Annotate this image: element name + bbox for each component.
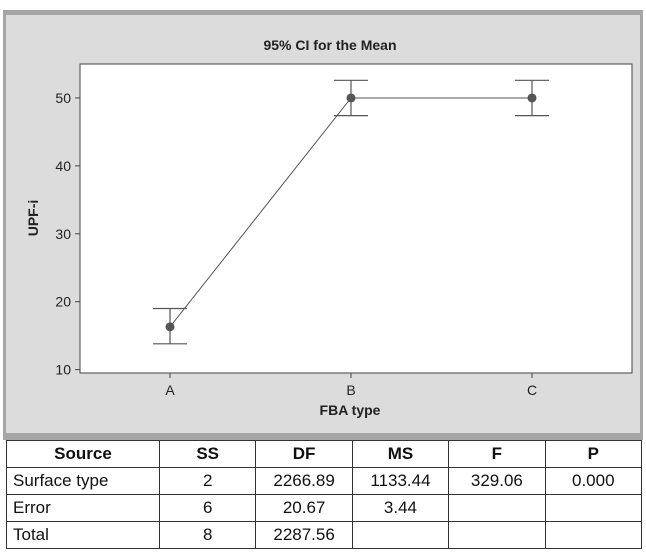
y-tick-label: 50 xyxy=(55,90,71,106)
cell-p xyxy=(544,494,643,522)
header-ms: MS xyxy=(351,440,450,468)
header-df: DF xyxy=(255,440,353,468)
mean-point xyxy=(346,93,356,103)
mean-point xyxy=(527,93,537,103)
y-tick-label: 20 xyxy=(55,294,71,310)
x-axis: A B C xyxy=(165,373,537,398)
cell-ms xyxy=(351,521,450,549)
cell-f xyxy=(448,494,546,522)
table-row: Error 6 20.67 3.44 xyxy=(6,494,643,522)
y-axis-label: UPF-i xyxy=(25,200,41,237)
mean-point xyxy=(165,322,175,332)
cell-source: Total xyxy=(6,521,160,549)
cell-ss: 8 xyxy=(158,521,257,549)
y-axis: 10 20 30 40 50 xyxy=(55,90,80,378)
header-p: P xyxy=(544,440,643,468)
cell-df: 2287.56 xyxy=(255,521,353,549)
y-tick-label: 10 xyxy=(55,362,71,378)
table-row: Surface type 2 2266.89 1133.44 329.06 0.… xyxy=(6,467,643,495)
y-tick-label: 40 xyxy=(55,158,71,174)
cell-ss: 2 xyxy=(158,467,257,495)
chart-title: 95% CI for the Mean xyxy=(263,37,396,53)
x-tick-label: C xyxy=(527,382,537,398)
cell-df: 20.67 xyxy=(255,494,353,522)
cell-p: 0.000 xyxy=(544,467,643,495)
x-tick-label: B xyxy=(346,382,355,398)
header-ss: SS xyxy=(158,440,257,468)
cell-df: 2266.89 xyxy=(255,467,353,495)
plot-area xyxy=(79,63,633,374)
table-row: Total 8 2287.56 xyxy=(6,521,643,549)
table-divider xyxy=(3,433,643,440)
cell-ms: 1133.44 xyxy=(351,467,450,495)
x-tick-label: A xyxy=(165,382,175,398)
cell-ms: 3.44 xyxy=(351,494,450,522)
cell-source: Surface type xyxy=(6,467,160,495)
cell-p xyxy=(544,521,643,549)
cell-f: 329.06 xyxy=(448,467,546,495)
header-source: Source xyxy=(6,440,160,468)
ci-chart: 95% CI for the Mean FBA type UPF-i 10 20 3… xyxy=(25,37,633,418)
mean-series xyxy=(153,79,549,345)
header-f: F xyxy=(448,440,546,468)
x-axis-label: FBA type xyxy=(320,402,381,418)
table-header-row: Source SS DF MS F P xyxy=(6,440,643,468)
cell-source: Error xyxy=(6,494,160,522)
anova-table: Source SS DF MS F P Surface type 2 2266.… xyxy=(6,440,643,549)
cell-ss: 6 xyxy=(158,494,257,522)
y-tick-label: 30 xyxy=(55,226,71,242)
cell-f xyxy=(448,521,546,549)
